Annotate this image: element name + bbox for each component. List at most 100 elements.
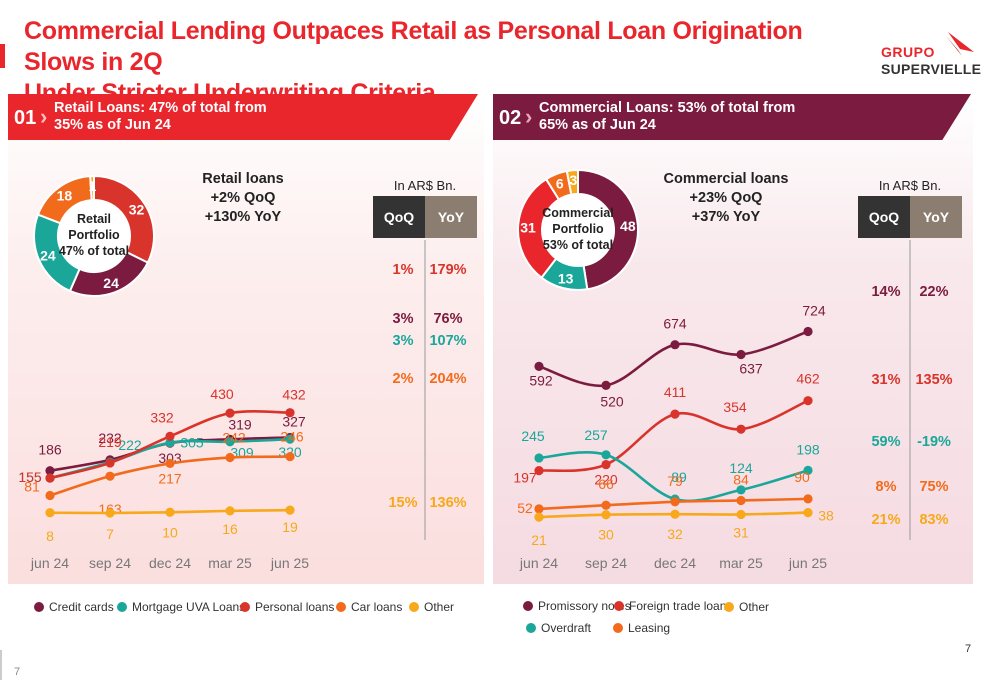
retail-donut-center: [59, 201, 129, 271]
commercial-line-data-label: 124: [729, 460, 753, 476]
commercial-line-point: [601, 500, 611, 510]
retail-line-data-label: 242: [222, 430, 246, 446]
retail-section-header: 01 › Retail Loans: 47% of total from 35%…: [8, 94, 478, 140]
retail-donut-center-label: 47% of total: [59, 244, 129, 258]
commercial-qoq-value: 8%: [876, 479, 897, 495]
commercial-line-data-label: 89: [671, 469, 687, 485]
commercial-donut-slice-label: 6: [556, 175, 564, 191]
page-title-line1: Commercial Lending Outpaces Retail as Pe…: [24, 17, 803, 76]
retail-line-data-label: 332: [150, 409, 174, 425]
company-logo: GRUPO SUPERVIELLE: [878, 32, 982, 82]
commercial-line-point: [534, 466, 544, 476]
retail-legend-label: Personal loans: [255, 600, 335, 614]
retail-line-data-label: 8: [46, 528, 54, 544]
commercial-line-x-tick: jun 25: [788, 555, 827, 571]
commercial-legend-item: Foreign trade loans: [614, 599, 732, 613]
chevron-right-icon: ›: [40, 104, 48, 129]
commercial-unit-label: In AR$ Bn.: [879, 178, 941, 193]
commercial-line-data-label: 354: [723, 399, 747, 415]
commercial-line-point: [670, 497, 680, 507]
retail-line-data-label: 319: [228, 416, 252, 432]
page-number-right: 7: [965, 643, 972, 655]
legend-dot-icon: [117, 602, 127, 612]
retail-line-data-label: 432: [282, 387, 306, 403]
retail-line-point: [45, 490, 55, 501]
commercial-line-point: [601, 459, 611, 470]
legend-dot-icon: [724, 602, 734, 612]
commercial-donut-center-label: Portfolio: [552, 222, 604, 236]
commercial-legend-label: Other: [739, 600, 770, 614]
retail-line-x-tick: mar 25: [208, 555, 252, 571]
legend-dot-icon: [409, 602, 419, 612]
commercial-heading-line1: Commercial Loans: 53% of total from: [539, 100, 796, 116]
commercial-section-heading: Commercial Loans: 53% of total from 65% …: [539, 100, 795, 134]
retail-yoy-value: 76%: [433, 311, 462, 327]
commercial-qoq-header: [858, 196, 910, 238]
commercial-line-data-label: 38: [818, 508, 834, 524]
retail-line-point: [285, 505, 295, 515]
commercial-line-point: [736, 509, 746, 520]
retail-line-data-label: 327: [282, 413, 306, 429]
commercial-yoy-value: 22%: [919, 284, 948, 300]
commercial-legend-item: Other: [724, 600, 769, 614]
retail-line-data-label: 222: [118, 437, 142, 453]
commercial-yoy-value: 135%: [915, 372, 952, 388]
retail-line-data-label: 155: [18, 469, 42, 485]
commercial-line-x-tick: jun 24: [519, 555, 558, 571]
retail-qoq-value: 2%: [393, 371, 414, 387]
logo-line2: SUPERVIELLE: [881, 61, 982, 77]
retail-line-point: [225, 506, 235, 516]
retail-legend-label: Credit cards: [49, 600, 114, 614]
retail-line-point: [165, 507, 175, 517]
commercial-legend-label: Foreign trade loans: [629, 599, 733, 613]
retail-line-point: [45, 508, 55, 518]
commercial-legend-item: Promissory notes: [523, 599, 631, 613]
retail-line-point: [165, 438, 175, 448]
commercial-line-point: [803, 396, 813, 406]
commercial-line-data-label: 30: [598, 527, 614, 543]
commercial-line-data-label: 32: [667, 526, 683, 542]
retail-line-data-label: 219: [98, 434, 122, 450]
commercial-donut-slice: [577, 168, 639, 291]
commercial-line-point: [534, 453, 544, 463]
commercial-qoq-value: 59%: [871, 434, 900, 450]
retail-line-point: [165, 431, 175, 441]
commercial-line-x-tick: mar 25: [719, 555, 763, 571]
retail-donut-slice-label: 24: [103, 275, 119, 291]
commercial-line-data-label: 520: [600, 393, 624, 409]
retail-yoy-value: 136%: [429, 495, 466, 511]
retail-line-data-label: 186: [38, 442, 62, 458]
retail-donut-slice: [89, 174, 95, 202]
commercial-yoy-value: -19%: [917, 434, 951, 450]
retail-line-point: [285, 408, 295, 418]
commercial-line-x-tick: dec 24: [654, 555, 696, 571]
commercial-legend-label: Promissory notes: [538, 599, 631, 613]
retail-donut-center-label: Retail: [77, 212, 111, 226]
retail-donut-slice-label: 1: [89, 178, 97, 194]
retail-donut-slice-label: 24: [40, 247, 56, 263]
legend-dot-icon: [526, 623, 536, 633]
commercial-line-point: [736, 495, 746, 506]
retail-line-data-label: 16: [222, 521, 238, 537]
commercial-donut-center: [543, 195, 613, 265]
commercial-line-data-label: 637: [739, 360, 763, 376]
retail-line-data-label: 305: [180, 435, 204, 451]
commercial-qoq-header-label: QoQ: [869, 209, 899, 225]
retail-yoy-header: [425, 196, 477, 238]
commercial-line-point: [601, 510, 611, 520]
retail-line-point: [165, 458, 175, 469]
commercial-summary-qoq: +23% QoQ: [690, 190, 763, 206]
retail-legend-label: Mortgage UVA Loans: [132, 600, 246, 614]
retail-legend-label: Other: [424, 600, 455, 614]
retail-line-data-label: 155: [18, 469, 42, 485]
retail-legend-item: Personal loans: [240, 600, 334, 614]
retail-legend-item: Other: [409, 600, 454, 614]
commercial-line-data-label: 84: [733, 471, 749, 487]
retail-yoy-value: 107%: [429, 333, 466, 349]
commercial-line-series-line: [538, 330, 809, 388]
retail-qoq-value: 3%: [393, 311, 414, 327]
retail-qoq-header: [373, 196, 425, 238]
retail-line-point: [45, 473, 55, 483]
retail-section-heading: Retail Loans: 47% of total from 35% as o…: [54, 100, 267, 134]
commercial-donut-slice-label: 13: [558, 270, 574, 286]
